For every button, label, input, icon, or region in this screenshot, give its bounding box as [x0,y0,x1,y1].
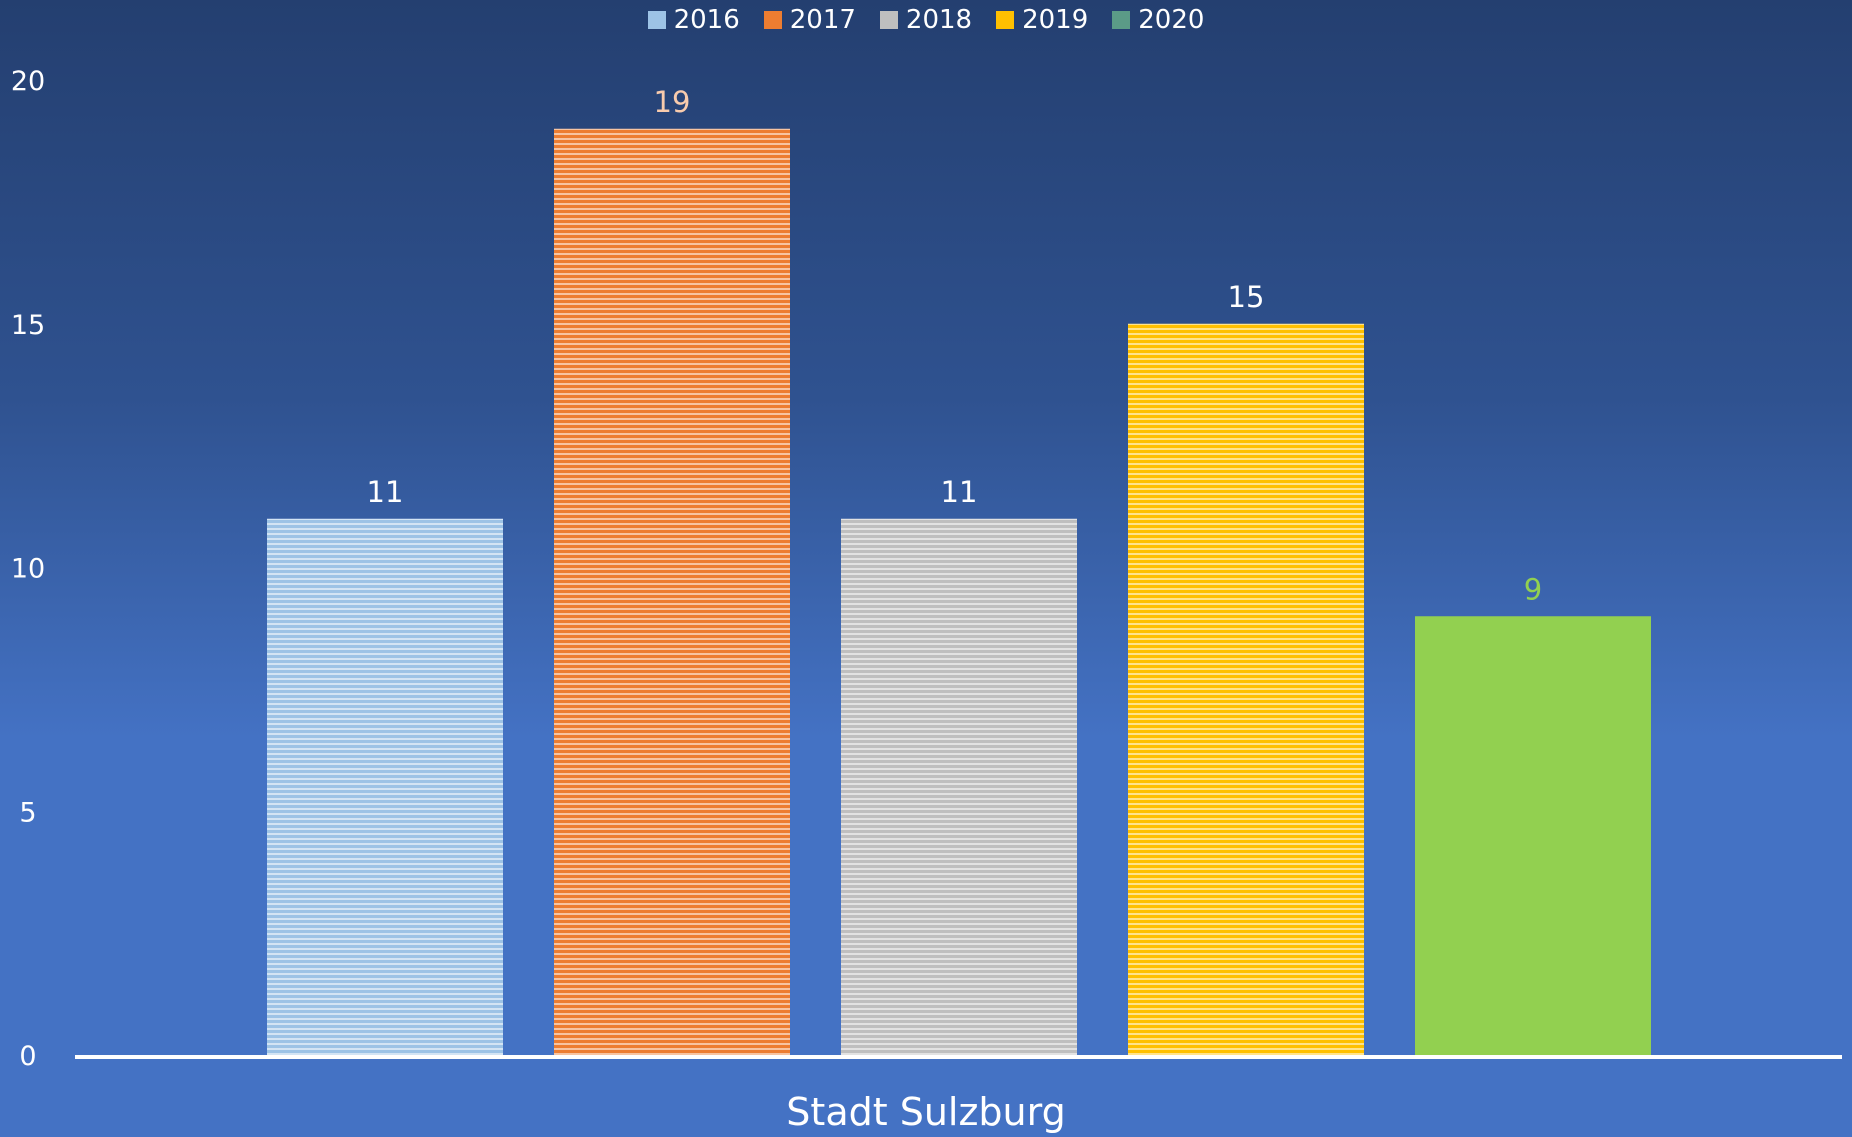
legend-item-2016: 2016 [647,2,740,38]
y-tick-label: 15 [11,310,45,341]
legend-label-2018: 2018 [905,5,973,35]
bar-2018 [841,518,1077,1055]
legend-label-2019: 2019 [1022,5,1089,35]
x-category-label: Stadt Sulzburg [786,1090,1066,1134]
chart-legend: 2016 2017 2018 2019 2020 [0,2,1852,38]
legend-swatch-2020 [1112,11,1131,29]
bar-2017 [554,128,790,1055]
y-tick-label: 5 [19,797,36,828]
data-label-2020: 9 [1524,572,1542,606]
bar-2020 [1415,616,1651,1055]
y-tick-label: 10 [11,554,45,585]
legend-label-2016: 2016 [673,5,740,35]
y-tick-label: 20 [11,66,45,97]
legend-label-2020: 2020 [1138,5,1205,35]
data-label-2018: 11 [941,475,978,509]
legend-item-2018: 2018 [879,2,973,38]
legend-item-2020: 2020 [1112,2,1204,38]
bar-2016 [267,518,503,1055]
y-tick-label: 0 [19,1041,36,1072]
legend-swatch-2017 [763,11,782,29]
legend-swatch-2016 [647,11,666,29]
legend-swatch-2018 [879,11,898,29]
bar-2019 [1128,323,1364,1055]
data-label-2019: 15 [1228,280,1265,314]
legend-item-2019: 2019 [996,2,1088,38]
legend-swatch-2019 [996,11,1015,29]
legend-label-2017: 2017 [789,5,856,35]
data-label-2017: 19 [654,85,691,119]
data-label-2016: 11 [367,475,404,509]
legend-item-2017: 2017 [763,2,856,38]
